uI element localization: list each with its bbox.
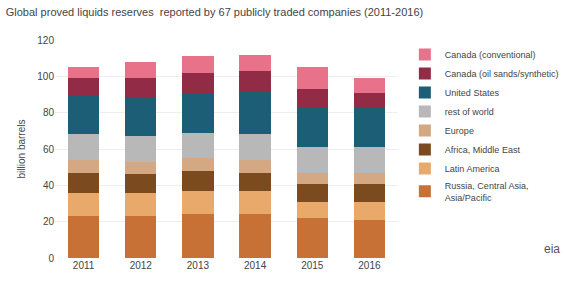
svg-text:40: 40	[43, 180, 55, 191]
svg-text:Africa, Middle East: Africa, Middle East	[445, 145, 521, 155]
svg-text:2016: 2016	[358, 260, 381, 271]
svg-text:0: 0	[48, 253, 54, 264]
svg-text:80: 80	[43, 107, 55, 118]
svg-text:billion barrels: billion barrels	[16, 120, 27, 179]
svg-text:100: 100	[37, 71, 54, 82]
svg-text:20: 20	[43, 216, 55, 227]
svg-text:2013: 2013	[187, 260, 210, 271]
svg-text:Canada (conventional): Canada (conventional)	[445, 50, 536, 60]
svg-text:2014: 2014	[244, 260, 267, 271]
svg-text:2015: 2015	[301, 260, 324, 271]
svg-text:Europe: Europe	[445, 126, 474, 136]
svg-text:United States: United States	[445, 88, 500, 98]
svg-text:120: 120	[37, 35, 54, 46]
svg-text:2011: 2011	[73, 260, 95, 271]
svg-text:Canada (oil sands/synthetic): Canada (oil sands/synthetic)	[445, 69, 559, 79]
svg-text:2012: 2012	[130, 260, 153, 271]
svg-text:Russia, Central Asia,Asia/Paci: Russia, Central Asia,Asia/Pacific	[445, 181, 529, 203]
svg-text:Global proved liquids reserves: Global proved liquids reserves reported …	[6, 6, 423, 18]
svg-text:eia: eia	[544, 242, 560, 256]
svg-text:60: 60	[43, 144, 55, 155]
svg-text:Latin America: Latin America	[445, 164, 500, 174]
svg-text:rest of world: rest of world	[445, 107, 494, 117]
